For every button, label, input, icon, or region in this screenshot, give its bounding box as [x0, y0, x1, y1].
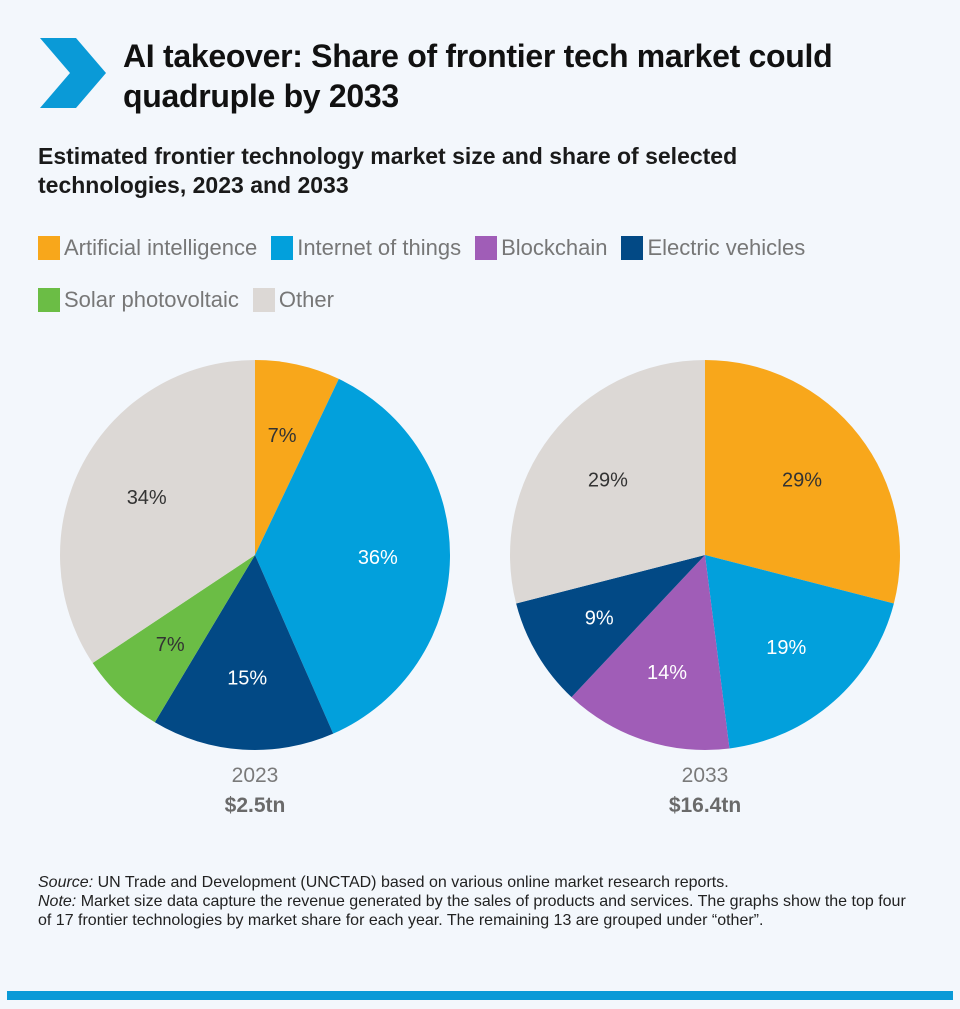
data-label: 7%: [268, 425, 297, 447]
legend-swatch: [475, 236, 498, 260]
legend: Artificial intelligence Internet of thin…: [38, 235, 858, 312]
legend-label: Internet of things: [297, 235, 462, 260]
data-label: 29%: [588, 470, 628, 492]
note: Note: Market size data capture the reven…: [38, 892, 918, 930]
pie-slice-other: [509, 360, 705, 604]
data-label: 15%: [227, 668, 267, 690]
pie-slice-electric-vehicles: [154, 555, 334, 750]
legend-label: Artificial intelligence: [64, 235, 258, 260]
data-label: 14%: [647, 662, 687, 684]
legend-item-other: Other: [252, 287, 334, 312]
source-text: UN Trade and Development (UNCTAD) based …: [93, 874, 729, 891]
legend-swatch: [38, 288, 60, 312]
data-label: 19%: [766, 637, 806, 659]
pie-charts: 7% 36% 15% 7% 34% 29% 19% 14% 9% 29%: [60, 360, 900, 750]
data-label: 9%: [585, 608, 614, 630]
note-label: Note:: [38, 893, 77, 910]
legend-item-iot: Internet of things: [271, 235, 462, 260]
note-text: Market size data capture the revenue gen…: [38, 893, 906, 929]
pie-slice-internet-of-things: [255, 378, 451, 734]
legend-swatch: [621, 236, 644, 260]
pie-slice-solar-photovoltaic: [92, 555, 255, 723]
source-label: Source:: [38, 874, 94, 891]
chevron-logo-icon: [40, 38, 106, 108]
data-label: 34%: [127, 487, 167, 509]
legend-item-ai: Artificial intelligence: [38, 235, 258, 260]
pie-slice-artificial-intelligence: [705, 360, 900, 604]
total-2033: $16.4tn: [668, 794, 742, 817]
legend-swatch: [252, 288, 275, 312]
year-2023: 2023: [231, 764, 279, 787]
pie-slice-other: [60, 360, 255, 664]
legend-swatch: [38, 236, 60, 260]
legend-item-solar: Solar photovoltaic: [38, 287, 239, 312]
data-label: 7%: [156, 634, 185, 656]
pie-slice-electric-vehicles: [516, 555, 705, 698]
footnotes: Source: UN Trade and Development (UNCTAD…: [38, 873, 918, 930]
footer-bar: [7, 991, 953, 1000]
chart-subtitle: Estimated frontier technology market siz…: [38, 143, 738, 198]
data-label: 29%: [782, 470, 822, 492]
legend-item-blockchain: Blockchain: [475, 235, 608, 260]
data-label: 36%: [358, 547, 398, 569]
legend-label: Electric vehicles: [647, 235, 806, 260]
pie-slice-blockchain: [571, 555, 730, 750]
year-2033: 2033: [681, 764, 729, 787]
source-note: Source: UN Trade and Development (UNCTAD…: [38, 873, 918, 892]
chart-title: AI takeover: Share of frontier tech mark…: [123, 38, 833, 114]
legend-item-ev: Electric vehicles: [621, 235, 806, 260]
legend-label: Other: [278, 287, 334, 312]
total-2023: $2.5tn: [224, 794, 286, 817]
pie-slice-internet-of-things: [705, 555, 894, 749]
legend-label: Solar photovoltaic: [64, 287, 239, 312]
pie-slice-artificial-intelligence: [255, 360, 339, 555]
legend-label: Blockchain: [501, 235, 608, 260]
legend-swatch: [271, 236, 294, 260]
